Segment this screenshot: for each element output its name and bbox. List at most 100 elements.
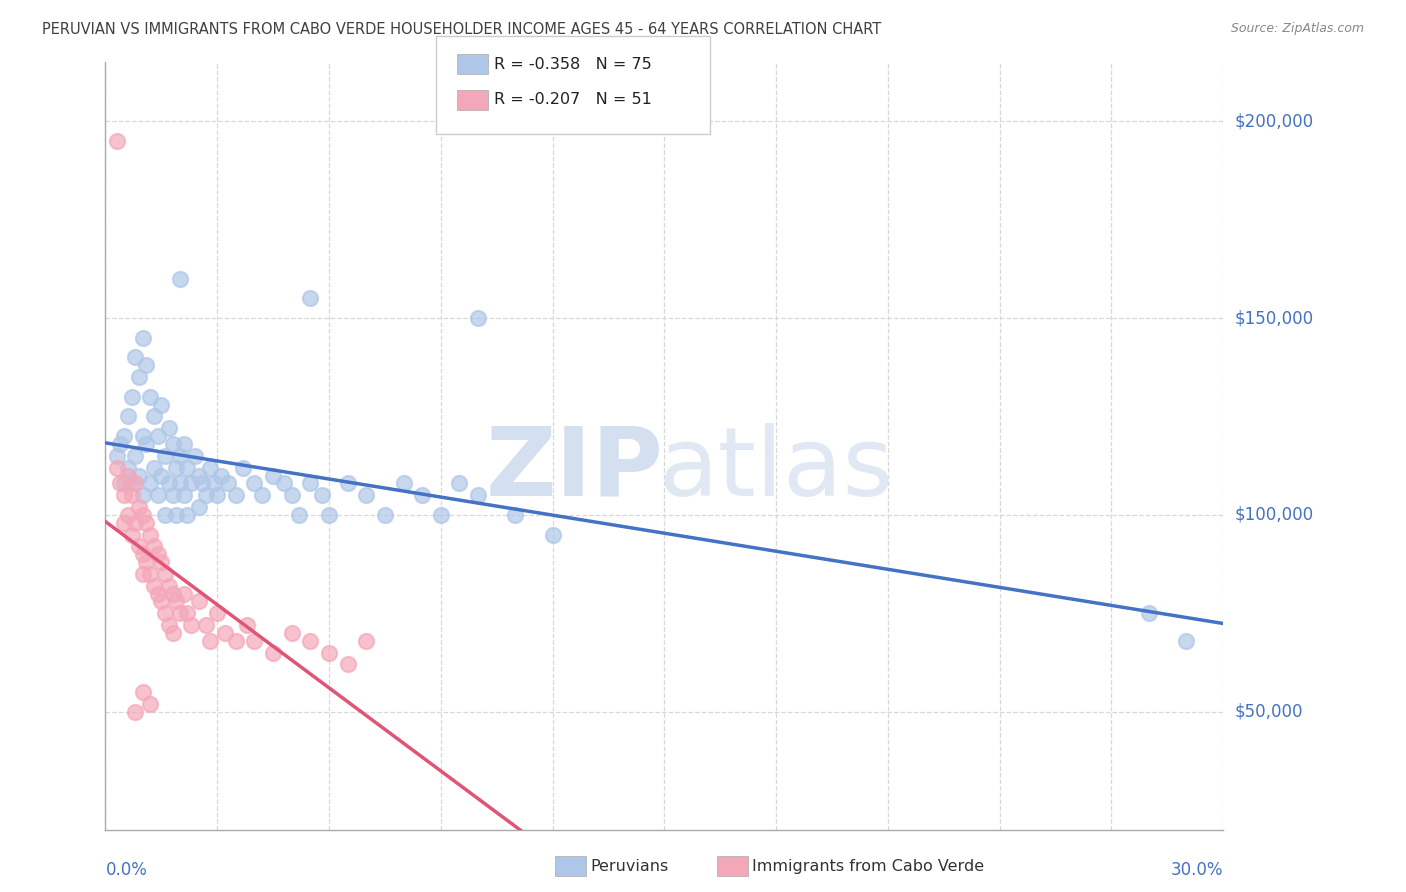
Point (142, 409, 165, 424)
Text: ZIP: ZIP (486, 423, 664, 516)
Point (180, 476, 202, 491)
Point (162, 488, 184, 502)
Point (225, 633, 247, 648)
Point (110, 476, 132, 491)
Point (117, 468, 139, 483)
Point (176, 508, 198, 522)
Point (132, 547, 155, 561)
Point (153, 508, 176, 522)
Point (132, 566, 155, 581)
Point (128, 370, 150, 384)
Point (336, 476, 359, 491)
Point (299, 633, 322, 648)
Point (135, 555, 157, 569)
Point (124, 516, 146, 530)
Text: atlas: atlas (658, 423, 894, 516)
Point (157, 421, 180, 435)
Point (374, 508, 396, 522)
Point (467, 488, 489, 502)
Text: $150,000: $150,000 (1234, 310, 1313, 327)
Point (128, 539, 150, 553)
Point (121, 527, 143, 541)
Point (124, 705, 146, 719)
Point (124, 476, 146, 491)
Point (392, 476, 415, 491)
Point (169, 606, 191, 620)
Point (139, 390, 162, 404)
Point (198, 633, 221, 648)
Point (262, 646, 284, 660)
Point (153, 606, 176, 620)
Point (150, 468, 173, 483)
Point (124, 449, 146, 463)
Point (132, 488, 155, 502)
Point (139, 527, 162, 541)
Point (139, 697, 162, 711)
Point (153, 566, 176, 581)
Point (121, 476, 143, 491)
Point (153, 449, 176, 463)
Point (430, 508, 453, 522)
Point (209, 468, 232, 483)
Point (411, 488, 433, 502)
Point (187, 594, 209, 608)
Point (232, 460, 254, 475)
Point (281, 625, 304, 640)
Point (1137, 606, 1160, 620)
Point (105, 449, 128, 463)
Point (135, 359, 157, 373)
Point (169, 272, 191, 286)
Point (135, 516, 157, 530)
Point (117, 460, 139, 475)
Point (142, 579, 165, 593)
Point (112, 476, 135, 491)
Point (112, 488, 135, 502)
Point (150, 594, 173, 608)
Point (187, 468, 209, 483)
Point (162, 586, 184, 600)
Point (184, 449, 207, 463)
Point (128, 500, 150, 514)
Text: PERUVIAN VS IMMIGRANTS FROM CABO VERDE HOUSEHOLDER INCOME AGES 45 - 64 YEARS COR: PERUVIAN VS IMMIGRANTS FROM CABO VERDE H… (42, 22, 882, 37)
Point (146, 586, 169, 600)
Point (318, 646, 340, 660)
Point (105, 134, 128, 148)
Point (157, 618, 180, 632)
Point (187, 500, 209, 514)
Point (150, 555, 173, 569)
Point (162, 437, 184, 451)
Text: $50,000: $50,000 (1234, 703, 1303, 721)
Point (173, 586, 195, 600)
Point (198, 460, 221, 475)
Point (132, 685, 155, 699)
Point (176, 606, 198, 620)
Point (139, 566, 162, 581)
Point (146, 429, 169, 443)
Text: $100,000: $100,000 (1234, 506, 1313, 524)
Point (273, 476, 295, 491)
Point (124, 351, 146, 365)
Point (180, 618, 202, 632)
Point (250, 488, 273, 502)
Point (162, 625, 184, 640)
Point (173, 437, 195, 451)
Point (169, 476, 191, 491)
Point (1175, 633, 1198, 648)
Point (281, 488, 304, 502)
Point (214, 625, 236, 640)
Point (191, 476, 214, 491)
Point (165, 508, 187, 522)
Point (173, 488, 195, 502)
Point (117, 409, 139, 424)
Point (243, 476, 266, 491)
Point (236, 618, 259, 632)
Point (105, 460, 128, 475)
Point (150, 398, 173, 412)
Point (354, 633, 377, 648)
Point (449, 476, 471, 491)
Point (318, 508, 340, 522)
Point (217, 476, 239, 491)
Point (225, 488, 247, 502)
Point (142, 539, 165, 553)
Point (299, 476, 322, 491)
